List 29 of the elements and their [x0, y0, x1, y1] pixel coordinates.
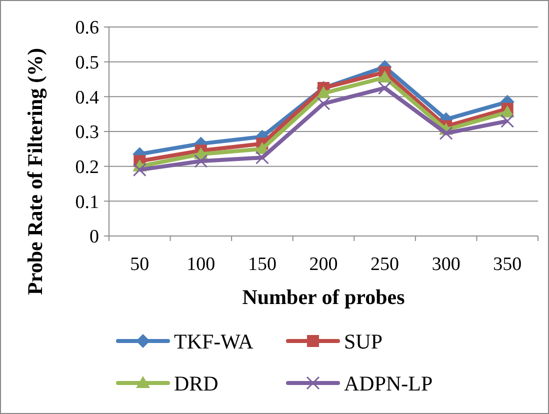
x-tick-label: 350 — [493, 254, 522, 275]
y-tick-label: 0.5 — [75, 52, 99, 74]
legend-label: DRD — [174, 371, 218, 396]
legend-label: SUP — [344, 329, 383, 354]
point — [378, 70, 392, 83]
x-tick-label: 50 — [130, 254, 150, 275]
y-tick-label: 0 — [90, 226, 99, 248]
y-axis-title: Probe Rate of Filtering (%) — [23, 48, 47, 295]
point — [316, 96, 330, 110]
point — [378, 81, 392, 95]
y-tick-label: 0.1 — [75, 192, 99, 213]
x-tick-label: 200 — [309, 254, 338, 275]
point — [132, 163, 146, 177]
x-tick-label: 150 — [248, 254, 276, 275]
y-tick-label: 0.6 — [75, 18, 99, 39]
x-tick-label: 250 — [370, 254, 400, 275]
x-tick-label: 300 — [432, 254, 460, 275]
x-tick-label: 100 — [186, 254, 216, 275]
y-tick-label: 0.4 — [75, 87, 100, 108]
y-tick-label: 0.3 — [75, 122, 99, 144]
point — [316, 86, 330, 98]
x-axis-title: Number of probes — [242, 285, 405, 309]
point — [500, 114, 514, 128]
point — [439, 126, 453, 140]
point — [255, 150, 269, 164]
legend-label: ADPN-LP — [344, 371, 433, 396]
point — [194, 154, 208, 168]
y-tick-label: 0.2 — [75, 156, 99, 178]
legend-label: TKF-WA — [174, 329, 254, 354]
